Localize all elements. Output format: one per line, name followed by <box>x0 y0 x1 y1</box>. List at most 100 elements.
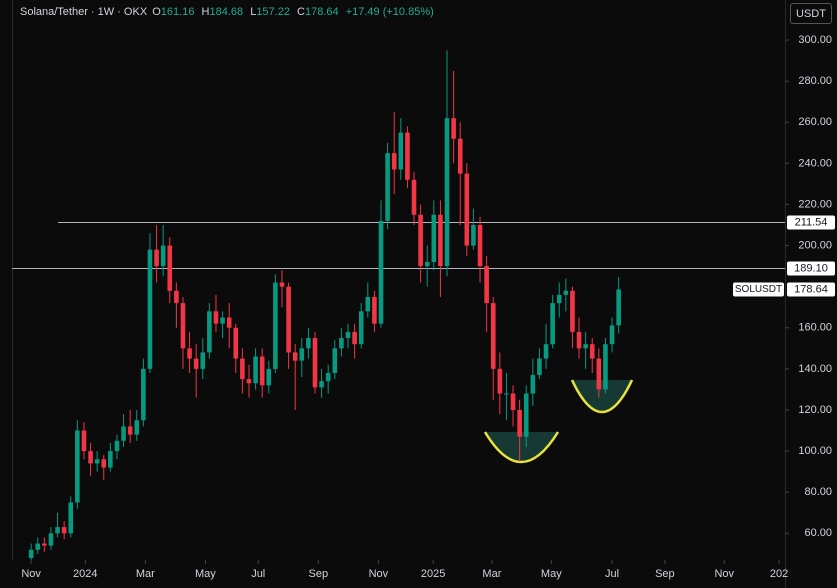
candle-body <box>576 331 582 349</box>
candle-body <box>603 344 608 390</box>
candle-body <box>299 348 305 361</box>
x-tick-label: Nov <box>369 568 389 580</box>
candle-body <box>253 356 258 384</box>
candle-body <box>477 225 483 267</box>
candle-body <box>616 289 621 326</box>
price-tag <box>787 282 835 297</box>
symbol-label: SOLUSDT <box>735 284 782 295</box>
candle-body <box>127 426 133 435</box>
candle-body <box>510 393 516 410</box>
candle-body <box>504 393 509 395</box>
candle-body <box>207 311 212 353</box>
candle-body <box>609 325 615 345</box>
candle-body <box>517 409 522 437</box>
candle-body <box>372 296 377 324</box>
candle-body <box>405 132 410 180</box>
y-tick-label: 300.00 <box>798 34 832 46</box>
candle-body <box>556 294 562 304</box>
x-tick-label: May <box>195 568 216 580</box>
candle-body <box>398 132 404 170</box>
candle-body <box>121 426 126 441</box>
candle-body <box>444 118 450 267</box>
candle-body <box>114 440 120 452</box>
ohlc-value: 157.22 <box>256 6 290 18</box>
candle-body <box>266 368 272 386</box>
cup-arc <box>483 431 560 464</box>
y-tick-label: 80.00 <box>804 486 832 498</box>
candle-body <box>42 543 47 546</box>
y-tick-label: 100.00 <box>798 445 832 457</box>
candle-body <box>101 459 107 468</box>
y-tick-label: 200.00 <box>798 239 832 251</box>
candle-body <box>523 393 529 437</box>
ohlc-key: C <box>297 6 305 18</box>
candle-body <box>55 527 60 534</box>
y-tick-label: 60.00 <box>804 527 832 539</box>
candle-body <box>141 368 146 421</box>
candle-body <box>365 296 371 312</box>
candle-body <box>48 533 54 546</box>
candle-body <box>319 381 324 388</box>
candle-body <box>94 459 100 464</box>
candle-body <box>418 214 423 267</box>
handle-arc <box>570 379 634 413</box>
candle-body <box>259 356 265 386</box>
ohlc-key: H <box>201 6 210 18</box>
candle-body <box>424 262 430 267</box>
candle-body <box>187 348 192 359</box>
candle-body <box>200 352 206 369</box>
y-tick-label: 140.00 <box>798 363 832 375</box>
candle-body <box>167 245 173 291</box>
candle-body <box>352 331 357 345</box>
price-label: 178.64 <box>794 283 828 295</box>
candle-body <box>28 549 34 558</box>
x-tick-label: Nov <box>21 568 41 580</box>
candle-body <box>220 317 225 324</box>
level-tag <box>787 215 835 230</box>
x-tick-label: 2025 <box>421 568 445 580</box>
candle-body <box>68 502 74 534</box>
candle-body <box>378 220 384 324</box>
candle-body <box>35 543 41 550</box>
y-tick-label: 120.00 <box>798 404 832 416</box>
x-tick-label: May <box>541 568 562 580</box>
candles <box>28 50 621 560</box>
candle-body <box>530 375 536 394</box>
x-tick-label: Nov <box>714 568 734 580</box>
candle-body <box>75 430 80 503</box>
candle-body <box>81 430 87 452</box>
candle-body <box>312 338 318 388</box>
candle-body <box>240 358 245 380</box>
x-tick-label: Mar <box>482 568 501 580</box>
candle-body <box>246 379 252 384</box>
x-tick-label: Jul <box>605 568 619 580</box>
candle-body <box>583 344 588 349</box>
candle-body <box>88 451 93 464</box>
ohlc-value: 178.64 <box>304 6 339 18</box>
candle-body <box>550 303 555 345</box>
candle-body <box>497 368 503 394</box>
candle-body <box>233 327 239 359</box>
y-tick-label: 220.00 <box>798 198 832 210</box>
x-tick-label: Sep <box>309 568 329 580</box>
x-tick-label: 2024 <box>73 568 97 580</box>
candle-body <box>490 303 496 369</box>
candle-body <box>286 286 291 353</box>
candle-body <box>543 344 549 359</box>
x-tick-label: Jul <box>251 568 265 580</box>
candle-body <box>213 311 219 324</box>
symbol-title: Solana/Tether · 1W · OKX <box>20 6 148 18</box>
currency-button[interactable]: USDT <box>790 3 832 24</box>
level-label: 211.54 <box>795 216 828 228</box>
candle-body <box>570 290 575 332</box>
level-label: 189.10 <box>794 262 828 274</box>
ohlc-key: L <box>250 6 257 18</box>
candle-body <box>160 245 166 267</box>
x-tick-label: 202 <box>770 568 788 580</box>
y-tick-label: 280.00 <box>798 75 832 87</box>
candle-body <box>154 249 159 267</box>
candle-body <box>134 420 140 435</box>
candle-body <box>438 214 443 267</box>
